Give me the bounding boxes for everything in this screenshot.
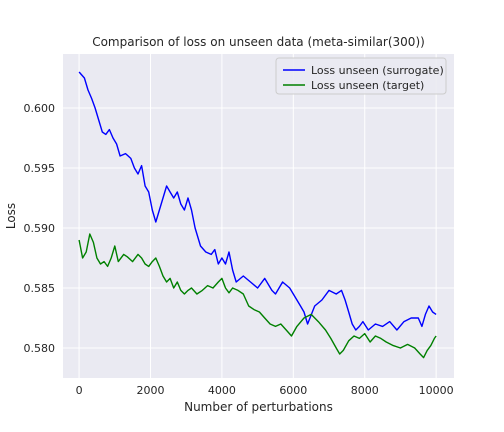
y-tick-label: 0.595 bbox=[24, 162, 56, 175]
x-tick-label: 0 bbox=[76, 384, 83, 397]
legend-label: Loss unseen (target) bbox=[311, 79, 424, 92]
y-tick-label: 0.580 bbox=[24, 342, 56, 355]
series-line-target bbox=[78, 233, 437, 359]
chart-title: Comparison of loss on unseen data (meta-… bbox=[92, 35, 425, 49]
ticks: 0 2000 4000 6000 8000 10000 0.580 0.585 0.590 0.5… bbox=[24, 102, 454, 397]
y-axis-label: Loss bbox=[4, 203, 18, 229]
x-tick-label: 10000 bbox=[419, 384, 454, 397]
grid bbox=[63, 54, 454, 378]
y-tick-label: 0.585 bbox=[24, 282, 56, 295]
y-tick-label: 0.600 bbox=[24, 102, 56, 115]
plot-area bbox=[63, 54, 454, 378]
legend-box bbox=[275, 57, 447, 95]
y-tick-label: 0.590 bbox=[24, 222, 56, 235]
legend-label: Loss unseen (surrogate) bbox=[311, 64, 444, 77]
x-tick-label: 6000 bbox=[279, 384, 307, 397]
x-tick-label: 4000 bbox=[208, 384, 236, 397]
x-tick-label: 2000 bbox=[136, 384, 164, 397]
x-tick-label: 8000 bbox=[351, 384, 379, 397]
legend: Loss unseen (surrogate) Loss unseen (targ… bbox=[275, 57, 447, 95]
x-axis-label: Number of perturbations bbox=[184, 400, 333, 414]
series-layer bbox=[78, 71, 437, 359]
series-line-surrogate bbox=[78, 71, 437, 331]
